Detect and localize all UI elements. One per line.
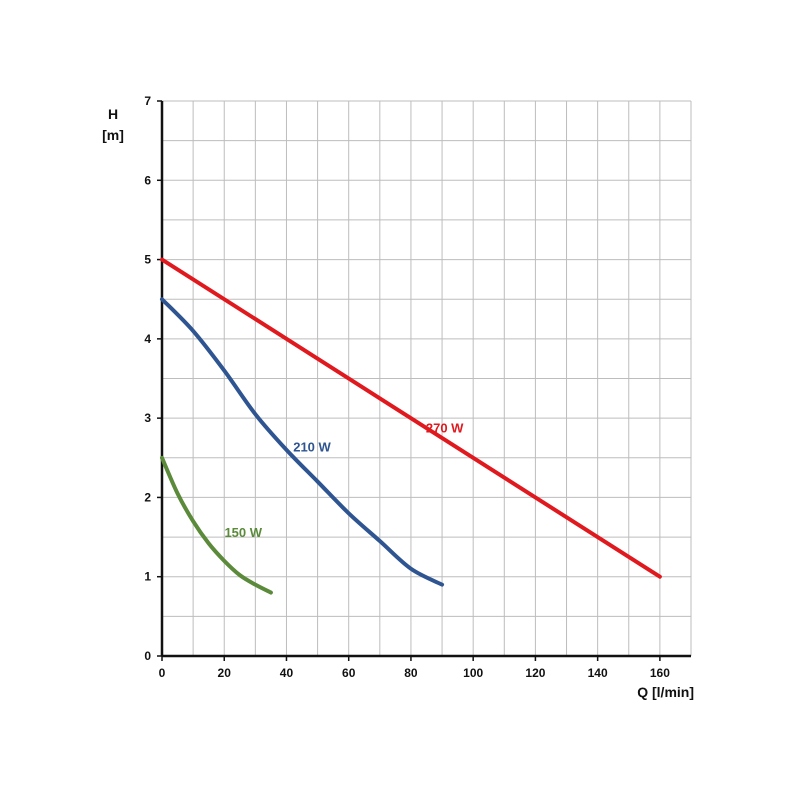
y-tick-label: 6	[144, 173, 151, 187]
x-tick-label: 40	[280, 666, 294, 680]
y-tick-label: 1	[144, 570, 151, 584]
axes	[157, 100, 691, 661]
x-axis-title: Q [l/min]	[637, 684, 694, 700]
series-label-150w: 150 W	[224, 525, 262, 540]
grid	[162, 100, 692, 656]
x-tick-label: 140	[588, 666, 608, 680]
series-line-150w	[160, 455, 273, 595]
y-tick-label: 3	[144, 411, 151, 425]
series-label-210w: 210 W	[293, 439, 331, 454]
series-line-210w	[160, 297, 445, 587]
y-tick-label: 7	[144, 94, 151, 108]
y-tick-label: 5	[144, 253, 151, 267]
x-tick-label: 80	[404, 666, 418, 680]
series-label-270w: 270 W	[426, 421, 464, 436]
x-tick-label: 160	[650, 666, 670, 680]
x-tick-label: 120	[525, 666, 545, 680]
y-tick-label: 4	[144, 332, 151, 346]
x-tick-label: 60	[342, 666, 356, 680]
series-lines	[160, 257, 662, 595]
series-line-270w	[160, 257, 662, 579]
series-labels: 270 W 210 W 150 W	[224, 421, 464, 540]
x-tick-label: 20	[218, 666, 232, 680]
x-tick-label: 100	[463, 666, 483, 680]
y-tick-label: 0	[144, 649, 151, 663]
tick-labels: 0 20 40 60 80 100 120 140 160 0 1 2 3 4 5 6 7	[144, 94, 670, 680]
y-tick-label: 2	[144, 490, 151, 504]
y-axis-title-line2: [m]	[102, 127, 124, 143]
y-axis-title-line1: H	[108, 106, 118, 122]
x-tick-label: 0	[159, 666, 166, 680]
